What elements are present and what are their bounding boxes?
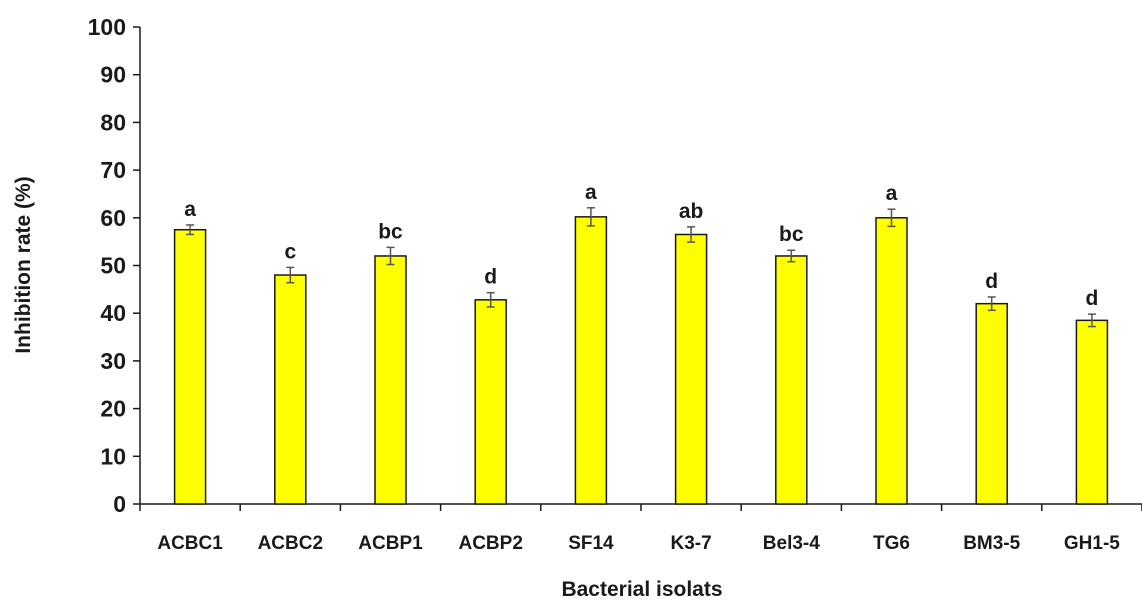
significance-letter: bc (378, 220, 403, 243)
bar (674, 233, 708, 505)
significance-letter: ab (679, 200, 704, 223)
significance-letter: a (886, 182, 898, 205)
significance-letter: c (284, 240, 296, 263)
y-tick-label: 80 (100, 109, 126, 135)
bar (775, 255, 808, 505)
significance-letter: d (1085, 287, 1098, 310)
y-tick-label: 10 (100, 443, 126, 469)
bar (173, 228, 207, 505)
bar (574, 216, 608, 505)
x-category-label: BM3-5 (963, 533, 1020, 554)
y-tick-label: 0 (113, 491, 126, 517)
significance-letter: d (484, 266, 497, 289)
x-axis-title: Bacterial isolats (561, 578, 722, 601)
y-tick-label: 30 (100, 348, 126, 374)
significance-letter: a (585, 181, 597, 204)
y-tick-label: 100 (88, 14, 126, 40)
significance-letter: a (184, 198, 196, 221)
bar (1075, 319, 1109, 505)
y-tick-label: 50 (100, 253, 126, 279)
significance-letter: bc (779, 223, 804, 246)
bar (474, 299, 507, 505)
x-category-label: ACBC2 (258, 533, 323, 554)
bars: a c bc d a ab bc a d d (173, 181, 1109, 505)
x-axis: ACBC1 ACBC2 ACBP1 ACBP2 SF14 K3-7 Bel3-4 TG6 BM3… (139, 503, 1142, 554)
x-category-label: SF14 (568, 533, 614, 554)
bar (374, 255, 407, 505)
bar (875, 217, 908, 505)
y-tick-label: 70 (100, 157, 126, 183)
x-category-label: TG6 (873, 533, 910, 554)
y-axis-title: Inhibition rate (%) (12, 176, 35, 353)
y-tick-label: 90 (100, 62, 126, 88)
bar (975, 302, 1008, 505)
x-category-label: ACBP1 (358, 533, 423, 554)
significance-letter: d (985, 270, 998, 293)
y-axis: 0 10 20 30 40 50 60 70 80 90 100 (88, 14, 141, 517)
bar (274, 274, 307, 505)
x-category-label: ACBP2 (458, 533, 522, 554)
x-category-label: GH1-5 (1064, 533, 1120, 554)
y-tick-label: 60 (100, 205, 126, 231)
x-category-label: K3-7 (671, 533, 712, 554)
y-tick-label: 40 (100, 300, 126, 326)
y-tick-label: 20 (100, 396, 126, 422)
x-category-label: ACBC1 (157, 533, 223, 554)
x-category-label: Bel3-4 (763, 533, 820, 554)
